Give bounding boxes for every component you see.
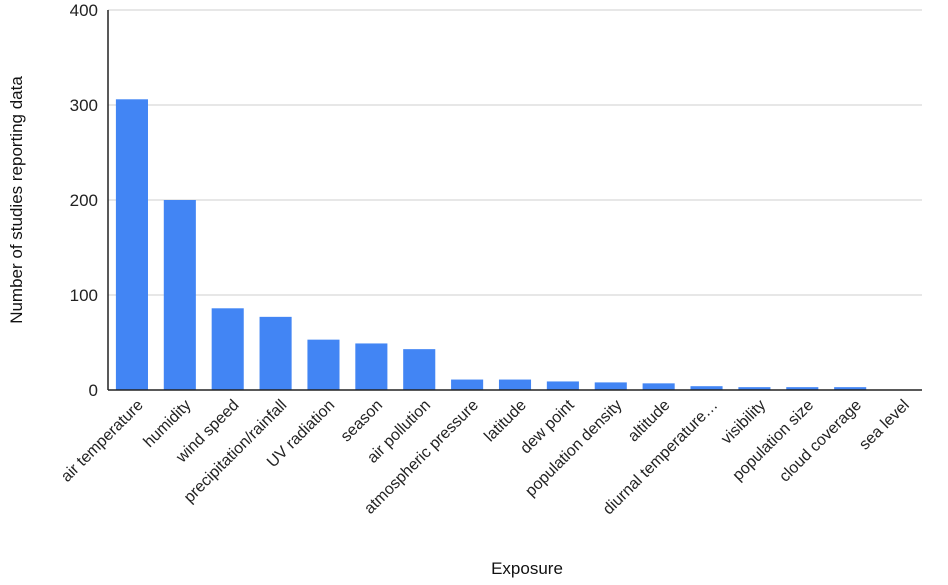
bar: [307, 339, 340, 390]
x-category-label: air temperature: [58, 397, 147, 486]
x-category-label: latitude: [481, 397, 530, 446]
bar: [498, 379, 532, 390]
y-axis-title: Number of studies reporting data: [7, 76, 26, 324]
bar: [115, 99, 148, 391]
bar: [642, 383, 675, 390]
bar: [451, 379, 484, 390]
bar: [594, 382, 627, 390]
bar: [355, 343, 388, 390]
bar: [738, 387, 771, 390]
bar: [163, 200, 196, 390]
bar: [690, 386, 723, 390]
bars: [115, 99, 867, 391]
x-category-label: sea level: [856, 397, 913, 454]
bar: [546, 381, 579, 390]
y-tick-label: 400: [70, 1, 98, 20]
y-tick-label: 300: [70, 96, 98, 115]
x-axis-title: Exposure: [491, 559, 563, 578]
y-tick-label: 200: [70, 191, 98, 210]
gridlines: [108, 9, 922, 296]
bar: [403, 349, 436, 390]
bar: [259, 316, 292, 390]
y-tick-label: 100: [70, 286, 98, 305]
x-category-label: cloud coverage: [776, 397, 865, 486]
x-category-label: season: [338, 397, 387, 446]
x-category-label: altitude: [625, 397, 674, 446]
y-tick-label: 0: [89, 381, 98, 400]
bar: [834, 387, 867, 390]
y-tick-labels: 0 100 200 300 400: [70, 1, 98, 400]
bar: [211, 308, 244, 390]
x-category-label: population size: [730, 397, 818, 485]
bar: [786, 387, 819, 390]
